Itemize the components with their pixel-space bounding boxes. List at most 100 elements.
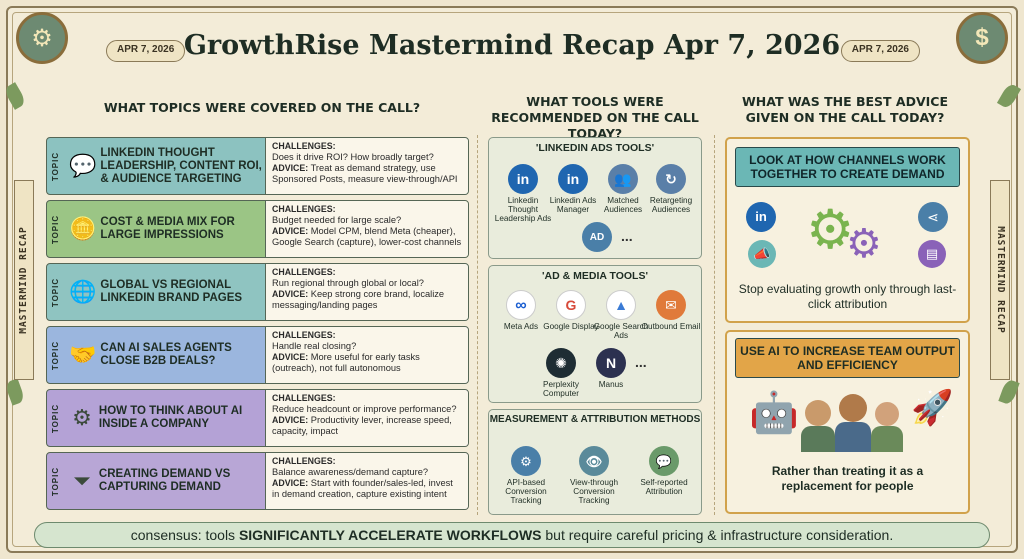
rocket-icon: 🚀 (911, 389, 954, 427)
tool-label: Matched Audiences (603, 196, 643, 214)
gear-icon: ⚙ (806, 200, 855, 260)
topic-challenge: Does it drive ROI? How broadly target? (272, 152, 434, 162)
topics-heading: WHAT TOPICS WERE COVERED ON THE CALL? (103, 100, 421, 115)
google-display-tool: G Google Display (541, 290, 601, 331)
topic-tag-label: TOPIC (51, 151, 61, 181)
advice-text-1: Stop evaluating growth only through last… (738, 282, 957, 311)
challenges-label: CHALLENGES: (272, 267, 336, 277)
footer-bold: SIGNIFICANTLY ACCELERATE WORKFLOWS (238, 527, 542, 543)
email-icon: ✉ (656, 290, 686, 320)
more-tools: ... (621, 228, 633, 244)
footer-pre: consensus: tools (130, 527, 239, 543)
report-icon: ▤ (918, 240, 946, 268)
topic-title: GLOBAL VS REGIONAL LINKEDIN BRAND PAGES (100, 279, 243, 304)
advice-headline-1: LOOK AT HOW CHANNELS WORK TOGETHER TO CR… (735, 147, 960, 187)
panel-title: 'LINKEDIN ADS TOOLS' (535, 142, 655, 154)
google-icon: G (556, 290, 586, 320)
topic-advice: Productivity lever, increase speed, capa… (272, 415, 452, 436)
meta-ads-tool: ∞ Meta Ads (491, 290, 551, 331)
chat-bubbles-icon: 💬 (649, 446, 679, 476)
channels-network-illustration: in 📣 ⚙ ⚙ ⋖ ▤ (742, 196, 953, 274)
funnel-icon: ⏷ (73, 468, 91, 493)
challenges-label: CHALLENGES: (272, 456, 336, 466)
handshake-icon: 🤝 (69, 342, 97, 367)
google-ads-icon: ▲ (606, 290, 636, 320)
topic-row: TOPIC 🤝 CAN AI SALES AGENTS CLOSE B2B DEAL… (46, 326, 469, 384)
api-gear-icon: ⚙ (511, 446, 541, 476)
topic-tag-label: TOPIC (51, 403, 61, 433)
topic-detail: CHALLENGES: Balance awareness/demand capt… (265, 453, 468, 509)
column-divider (477, 135, 478, 515)
manus-tool: N Manus (581, 348, 641, 389)
topic-detail: CHALLENGES: Does it drive ROI? How broadl… (265, 138, 468, 194)
topic-row: TOPIC ⚙ HOW TO THINK ABOUT AI INSIDE A COM… (46, 389, 469, 447)
side-label-right: MASTERMIND RECAP (990, 180, 1010, 380)
tool-label: Meta Ads (503, 322, 539, 331)
tools-heading: WHAT TOOLS WERE RECOMMENDED ON THE CALL … (491, 94, 699, 141)
topic-main: ⚙ HOW TO THINK ABOUT AI INSIDE A COMPANY (65, 390, 265, 446)
topic-row: TOPIC 🪙 COST & MEDIA MIX FOR LARGE IMPRESS… (46, 200, 469, 258)
topic-main: 🪙 COST & MEDIA MIX FOR LARGE IMPRESSIONS (65, 201, 265, 257)
topic-challenge: Budget needed for large scale? (272, 215, 402, 225)
footer-post: but require careful pricing & infrastruc… (541, 527, 894, 543)
topic-row: TOPIC 💬 LINKEDIN THOUGHT LEADERSHIP, CONTE… (46, 137, 469, 195)
topic-main: ⏷ CREATING DEMAND VS CAPTURING DEMAND (65, 453, 265, 509)
topic-tag: TOPIC (47, 390, 65, 446)
topic-advice: Treat as demand strategy, use Sponsored … (272, 163, 458, 184)
date-badge-right: APR 7, 2026 (840, 40, 920, 62)
advice-label: ADVICE: (272, 163, 309, 173)
panel-title: MEASUREMENT & ATTRIBUTION METHODS (489, 414, 701, 425)
share-icon: ⋖ (918, 202, 948, 232)
topic-detail: CHALLENGES: Budget needed for large scale… (265, 201, 468, 257)
column-divider (714, 135, 715, 515)
gear-icon: ⚙ (846, 222, 882, 266)
topic-tag: TOPIC (47, 138, 65, 194)
topic-title: LINKEDIN THOUGHT LEADERSHIP, CONTENT ROI… (100, 146, 262, 185)
topic-challenge: Balance awareness/demand capture? (272, 467, 429, 477)
person-body (835, 422, 871, 452)
google-search-ads-tool: ▲ Google Search Ads (591, 290, 651, 340)
topic-advice: Model CPM, blend Meta (cheaper), Google … (272, 226, 462, 247)
chat-person-icon: 💬 (69, 153, 97, 178)
people-group-icon: 👥 (608, 164, 638, 194)
ad-screen-icon: AD (582, 222, 612, 252)
panel-title: 'AD & MEDIA TOOLS' (542, 270, 648, 282)
advice-label: ADVICE: (272, 478, 309, 488)
linkedin-tools-panel: 'LINKEDIN ADS TOOLS' in Linkedin Thought… (488, 137, 702, 259)
manus-icon: N (596, 348, 626, 378)
refresh-people-icon: ↻ (656, 164, 686, 194)
tool-label: Perplexity Computer (543, 380, 579, 398)
topic-advice: Start with founder/sales-led, invest in … (272, 478, 453, 499)
topic-tag: TOPIC (47, 453, 65, 509)
tool-label: Retargeting Audiences (649, 196, 693, 214)
perplexity-icon: ✺ (546, 348, 576, 378)
topic-tag: TOPIC (47, 327, 65, 383)
perplexity-computer-tool: ✺ Perplexity Computer (531, 348, 591, 398)
topic-detail: CHALLENGES: Reduce headcount or improve p… (265, 390, 468, 446)
person-icon (805, 400, 831, 426)
date-badge-left: APR 7, 2026 (106, 40, 186, 62)
tool-label: Outbound Email (641, 322, 701, 331)
advice-label: ADVICE: (272, 289, 309, 299)
topic-tag-label: TOPIC (51, 277, 61, 307)
retargeting-audiences-tool: ↻ Retargeting Audiences (641, 164, 701, 214)
topic-detail: CHALLENGES: Run regional through global o… (265, 264, 468, 320)
matched-audiences-tool: 👥 Matched Audiences (593, 164, 653, 214)
more-tools: ... (635, 354, 647, 370)
robot-hand-icon: 🤖 (749, 391, 799, 435)
megaphone-icon: 📣 (748, 240, 776, 268)
tool-label: Self-reported Attribution (640, 478, 688, 496)
tool-label: Linkedin Ads Manager (549, 196, 597, 214)
topic-title: CREATING DEMAND VS CAPTURING DEMAND (98, 468, 231, 493)
side-label-left: MASTERMIND RECAP (14, 180, 34, 380)
advice-label: ADVICE: (272, 226, 309, 236)
tool-label: Google Search Ads (593, 322, 649, 340)
tool-label: API-based Conversion Tracking (505, 478, 547, 505)
topic-tag-label: TOPIC (51, 340, 61, 370)
topic-main: 🤝 CAN AI SALES AGENTS CLOSE B2B DEALS? (65, 327, 265, 383)
challenges-label: CHALLENGES: (272, 204, 336, 214)
coins-icon: 🪙 (69, 216, 97, 241)
outbound-email-tool: ✉ Outbound Email (641, 290, 701, 331)
topic-tag-label: TOPIC (51, 214, 61, 244)
tool-label: Linkedin Thought Leadership Ads (494, 196, 552, 223)
